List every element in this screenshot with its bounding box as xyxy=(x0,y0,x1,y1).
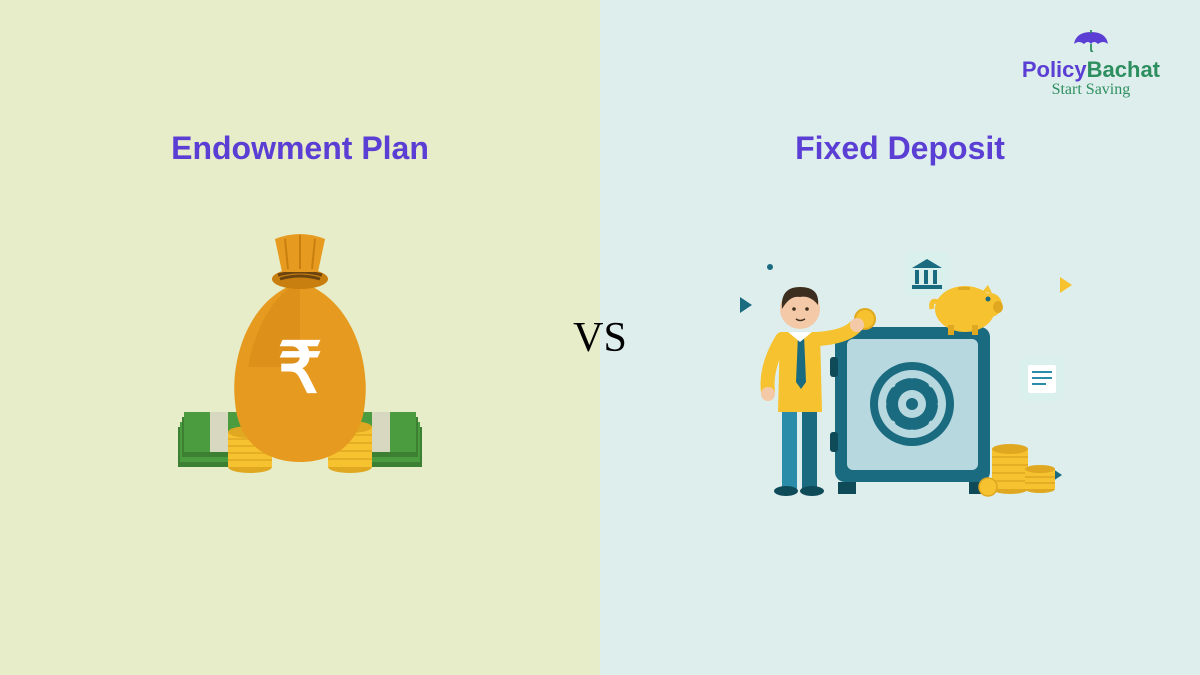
logo-text: PolicyBachat xyxy=(1022,57,1160,83)
logo-policy-text: Policy xyxy=(1022,57,1087,82)
coin-stack-icon xyxy=(1025,465,1055,493)
logo-tagline: Start Saving xyxy=(1022,81,1160,99)
fixed-deposit-panel: Fixed Deposit xyxy=(600,0,1200,675)
endowment-title: Endowment Plan xyxy=(171,130,429,167)
safe-icon xyxy=(830,327,990,494)
vs-label: VS xyxy=(573,314,627,362)
bank-tile-icon xyxy=(905,252,949,296)
endowment-panel: Endowment Plan xyxy=(0,0,600,675)
logo-bachat-text: Bachat xyxy=(1087,57,1160,82)
coin-icon xyxy=(979,478,997,496)
fixed-deposit-title: Fixed Deposit xyxy=(795,130,1005,167)
accent-triangle-icon xyxy=(1060,277,1072,293)
brand-logo: PolicyBachat Start Saving xyxy=(1022,30,1160,99)
money-bag-icon: ₹ xyxy=(234,234,365,462)
document-tile-icon xyxy=(1020,357,1064,401)
umbrella-icon xyxy=(1071,30,1111,52)
accent-dot-icon xyxy=(767,264,773,270)
money-bag-illustration: ₹ xyxy=(160,227,440,492)
accent-triangle-icon xyxy=(740,297,752,313)
comparison-container: Endowment Plan xyxy=(0,0,1200,675)
safe-illustration xyxy=(710,227,1090,512)
svg-text:₹: ₹ xyxy=(278,329,323,407)
